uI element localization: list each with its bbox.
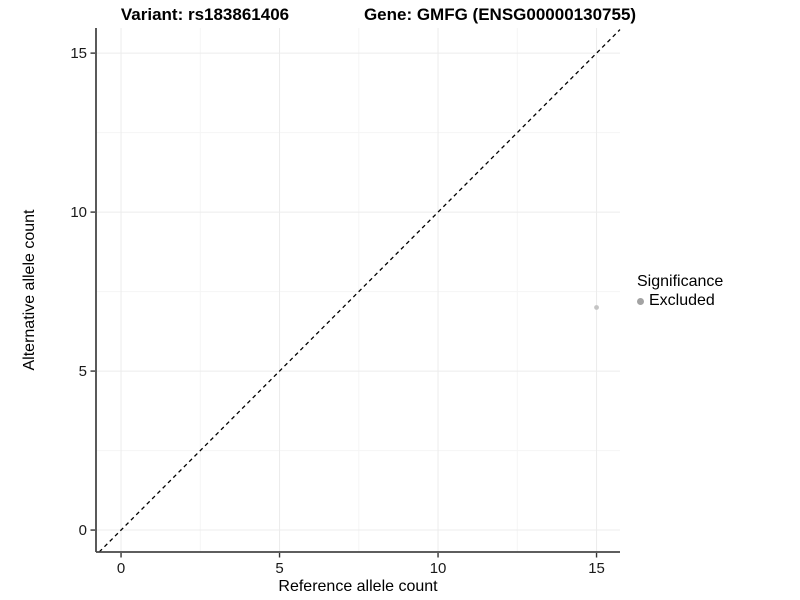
- x-tick-label: 5: [275, 560, 283, 577]
- data-point: [594, 305, 599, 310]
- x-tick-label: 10: [430, 560, 447, 577]
- legend: Significance Excluded: [637, 273, 723, 310]
- x-tick-label: 0: [117, 560, 125, 577]
- y-axis-title: Alternative allele count: [21, 209, 38, 371]
- x-tick-label: 15: [588, 560, 605, 577]
- y-tick-label: 10: [70, 204, 87, 221]
- y-tick-label: 0: [79, 522, 87, 539]
- legend-point-icon: [637, 297, 644, 305]
- y-tick-label: 5: [79, 363, 87, 380]
- y-tick-label: 15: [70, 45, 87, 62]
- identity-line: [98, 29, 621, 553]
- legend-item-label: Excluded: [649, 292, 715, 309]
- legend-item-excluded: Excluded: [637, 292, 723, 310]
- variant-title: Variant: rs183861406: [120, 5, 290, 24]
- gene-title: Gene: GMFG (ENSG00000130755): [363, 5, 637, 24]
- x-axis-title: Reference allele count: [278, 578, 438, 595]
- legend-title: Significance: [637, 273, 724, 290]
